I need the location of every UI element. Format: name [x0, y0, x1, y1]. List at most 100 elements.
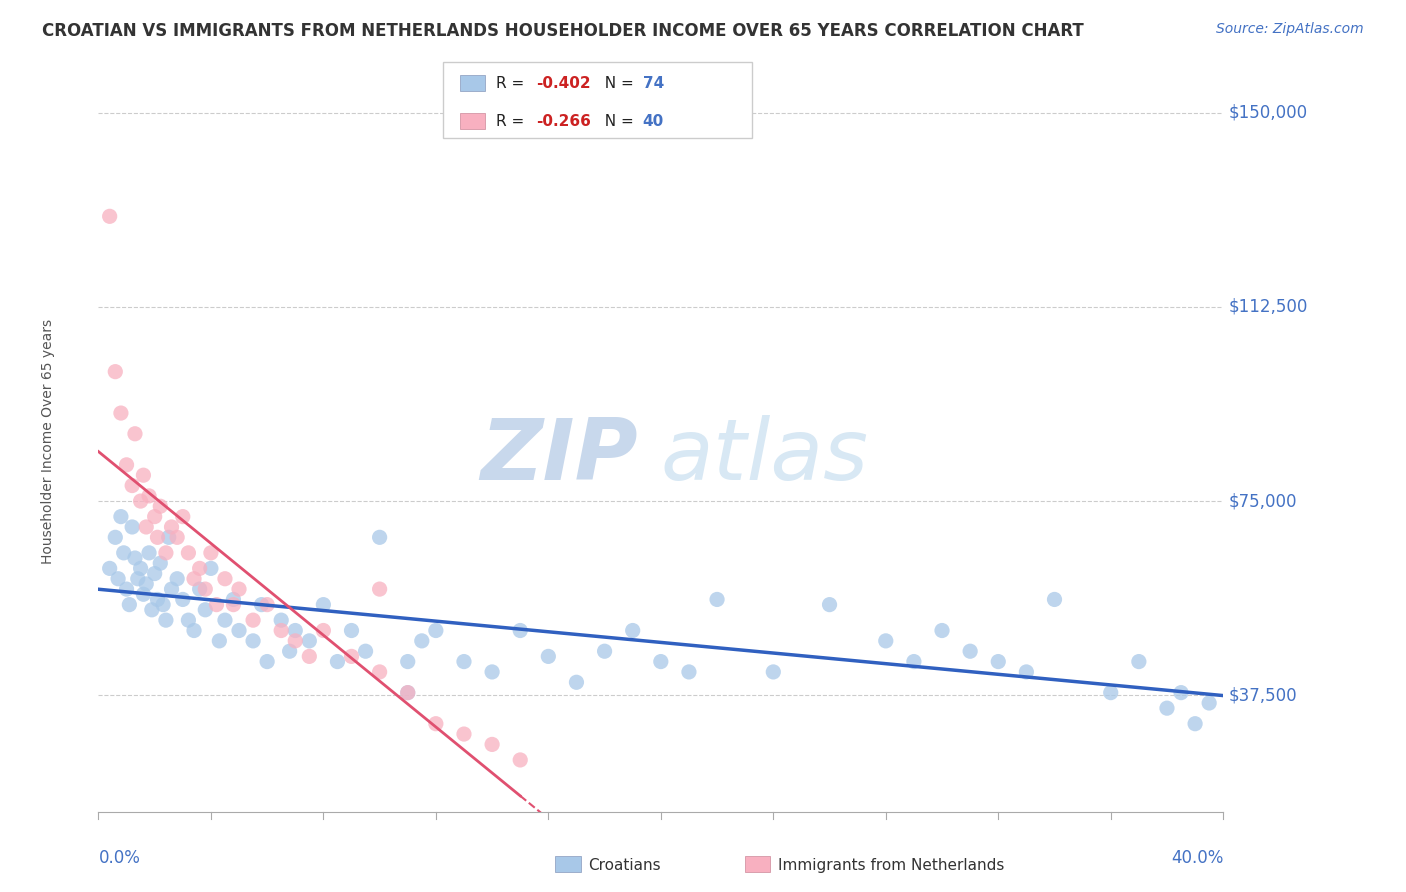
Point: [242, 633, 264, 648]
Point: [160, 520, 183, 534]
Point: [124, 426, 146, 441]
Point: [326, 655, 349, 669]
Point: [593, 644, 616, 658]
Point: [298, 633, 321, 648]
Point: [104, 530, 127, 544]
Point: [143, 509, 166, 524]
Point: [1043, 592, 1066, 607]
Point: [278, 644, 301, 658]
Text: -0.402: -0.402: [536, 76, 591, 91]
Point: [200, 561, 222, 575]
Point: [115, 458, 138, 472]
Point: [98, 210, 121, 224]
Text: ZIP: ZIP: [481, 415, 638, 498]
Text: $37,500: $37,500: [1229, 686, 1298, 704]
Point: [509, 624, 531, 638]
Point: [152, 598, 174, 612]
Text: Householder Income Over 65 years: Householder Income Over 65 years: [41, 319, 55, 564]
Point: [138, 489, 160, 503]
Point: [183, 624, 205, 638]
Point: [141, 603, 163, 617]
Point: [98, 561, 121, 575]
Point: [208, 633, 231, 648]
Point: [149, 500, 172, 514]
Point: [1156, 701, 1178, 715]
Point: [200, 546, 222, 560]
Point: [177, 613, 200, 627]
Point: [537, 649, 560, 664]
Text: 0.0%: 0.0%: [98, 849, 141, 867]
Point: [481, 738, 503, 752]
Point: [678, 665, 700, 679]
Point: [1184, 716, 1206, 731]
Point: [650, 655, 672, 669]
Point: [132, 587, 155, 601]
Point: [104, 365, 127, 379]
Point: [160, 582, 183, 596]
Point: [312, 624, 335, 638]
Point: [256, 655, 278, 669]
Point: [312, 598, 335, 612]
Text: R =: R =: [496, 114, 530, 129]
Point: [340, 624, 363, 638]
Point: [621, 624, 644, 638]
Point: [110, 406, 132, 420]
Point: [368, 582, 391, 596]
Point: [127, 572, 149, 586]
Point: [115, 582, 138, 596]
Point: [903, 655, 925, 669]
Point: [818, 598, 841, 612]
Point: [1170, 686, 1192, 700]
Point: [1015, 665, 1038, 679]
Point: [931, 624, 953, 638]
Point: [875, 633, 897, 648]
Point: [188, 561, 211, 575]
Point: [411, 633, 433, 648]
Point: [987, 655, 1010, 669]
Point: [453, 727, 475, 741]
Point: [1099, 686, 1122, 700]
Point: [129, 494, 152, 508]
Point: [132, 468, 155, 483]
Point: [340, 649, 363, 664]
Text: atlas: atlas: [661, 415, 869, 498]
Text: -0.266: -0.266: [536, 114, 591, 129]
Point: [1128, 655, 1150, 669]
Point: [146, 592, 169, 607]
Point: [138, 546, 160, 560]
Text: 40.0%: 40.0%: [1171, 849, 1223, 867]
Point: [242, 613, 264, 627]
Point: [214, 572, 236, 586]
Text: $112,500: $112,500: [1229, 298, 1308, 316]
Point: [368, 665, 391, 679]
Point: [222, 598, 245, 612]
Point: [166, 530, 188, 544]
Text: Croatians: Croatians: [588, 858, 661, 872]
Point: [222, 592, 245, 607]
Point: [194, 603, 217, 617]
Point: [107, 572, 129, 586]
Point: [129, 561, 152, 575]
Point: [172, 592, 194, 607]
Point: [396, 686, 419, 700]
Point: [481, 665, 503, 679]
Text: N =: N =: [595, 76, 638, 91]
Point: [143, 566, 166, 581]
Point: [509, 753, 531, 767]
Point: [368, 530, 391, 544]
Point: [205, 598, 228, 612]
Text: $75,000: $75,000: [1229, 492, 1298, 510]
Text: 74: 74: [643, 76, 664, 91]
Point: [228, 624, 250, 638]
Point: [256, 598, 278, 612]
Point: [194, 582, 217, 596]
Point: [135, 520, 157, 534]
Point: [188, 582, 211, 596]
Point: [166, 572, 188, 586]
Text: 40: 40: [643, 114, 664, 129]
Text: Source: ZipAtlas.com: Source: ZipAtlas.com: [1216, 22, 1364, 37]
Text: CROATIAN VS IMMIGRANTS FROM NETHERLANDS HOUSEHOLDER INCOME OVER 65 YEARS CORRELA: CROATIAN VS IMMIGRANTS FROM NETHERLANDS …: [42, 22, 1084, 40]
Point: [396, 655, 419, 669]
Point: [172, 509, 194, 524]
Point: [112, 546, 135, 560]
